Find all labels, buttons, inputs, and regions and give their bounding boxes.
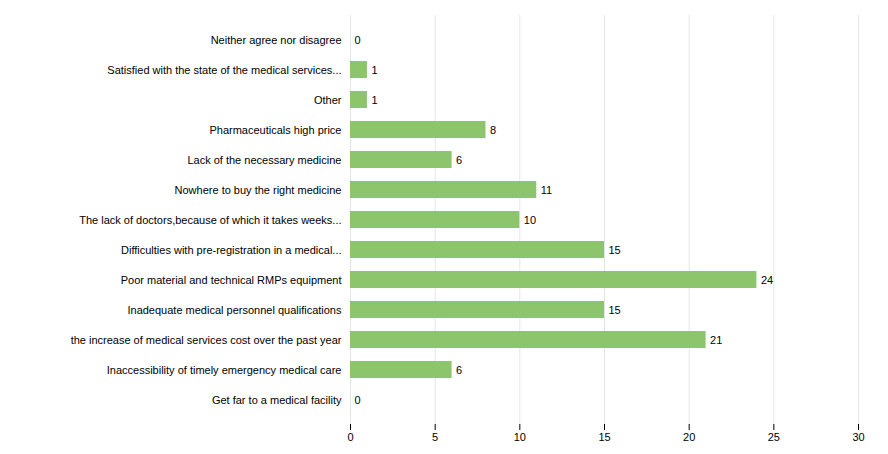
svg-text:Pharmaceuticals high price: Pharmaceuticals high price	[209, 124, 341, 136]
svg-text:30: 30	[852, 431, 864, 443]
svg-text:Get far to a medical facility: Get far to a medical facility	[212, 394, 342, 406]
svg-text:6: 6	[456, 364, 462, 376]
svg-text:5: 5	[432, 431, 438, 443]
svg-text:Lack of the necessary medicine: Lack of the necessary medicine	[187, 154, 341, 166]
svg-text:10: 10	[524, 214, 536, 226]
svg-text:15: 15	[609, 304, 621, 316]
svg-text:1: 1	[371, 64, 377, 76]
svg-text:Neither agree nor disagree: Neither agree nor disagree	[211, 34, 342, 46]
svg-text:The lack of doctors,because of: The lack of doctors,because of which it …	[79, 214, 341, 226]
svg-text:10: 10	[514, 431, 526, 443]
svg-text:15: 15	[609, 244, 621, 256]
svg-text:6: 6	[456, 154, 462, 166]
svg-text:0: 0	[355, 34, 361, 46]
svg-text:1: 1	[371, 94, 377, 106]
svg-text:Difficulties with pre-registra: Difficulties with pre-registration in a …	[121, 244, 342, 256]
svg-text:20: 20	[683, 431, 695, 443]
svg-text:25: 25	[768, 431, 780, 443]
svg-text:8: 8	[490, 124, 496, 136]
svg-text:11: 11	[541, 184, 552, 196]
svg-text:0: 0	[347, 431, 353, 443]
svg-text:Satisfied with the state of th: Satisfied with the state of the medical …	[107, 64, 341, 76]
svg-text:Nowhere to buy the right medic: Nowhere to buy the right medicine	[175, 184, 342, 196]
svg-text:the increase of medical servic: the increase of medical services cost ov…	[71, 334, 342, 346]
svg-text:24: 24	[761, 274, 773, 286]
svg-text:0: 0	[355, 394, 361, 406]
svg-text:15: 15	[598, 431, 610, 443]
svg-text:Inadequate medical personnel q: Inadequate medical personnel qualificati…	[127, 304, 342, 316]
svg-text:21: 21	[710, 334, 722, 346]
svg-text:Poor material and technical RM: Poor material and technical RMPs equipme…	[121, 274, 342, 286]
svg-text:Inaccessibility of timely emer: Inaccessibility of timely emergency medi…	[107, 364, 342, 376]
svg-text:Other: Other	[314, 94, 342, 106]
